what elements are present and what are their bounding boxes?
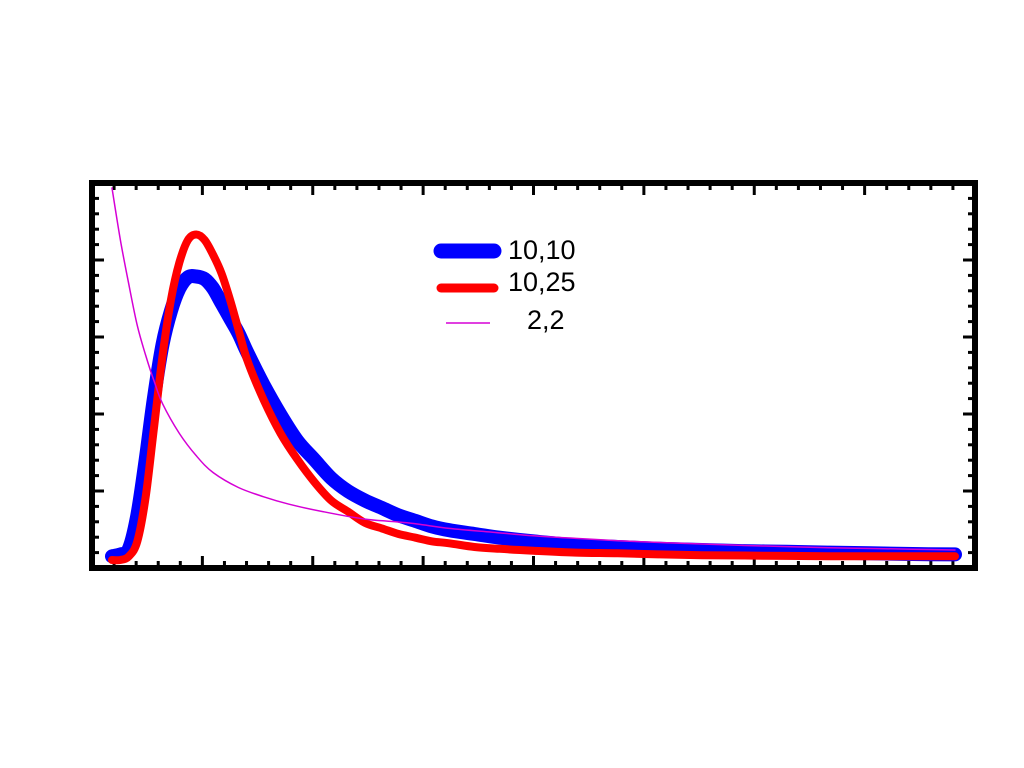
legend-label-10-25: 10,25 [508, 267, 576, 297]
series-line-2-2 [111, 187, 956, 551]
legend-label-2-2: 2,2 [527, 305, 565, 335]
series-lines [105, 187, 962, 565]
legend: 10,10 10,25 2,2 [433, 235, 576, 335]
plot-frame [89, 180, 978, 571]
series-line-10-25 [108, 230, 959, 565]
legend-label-10-10: 10,10 [508, 235, 576, 265]
